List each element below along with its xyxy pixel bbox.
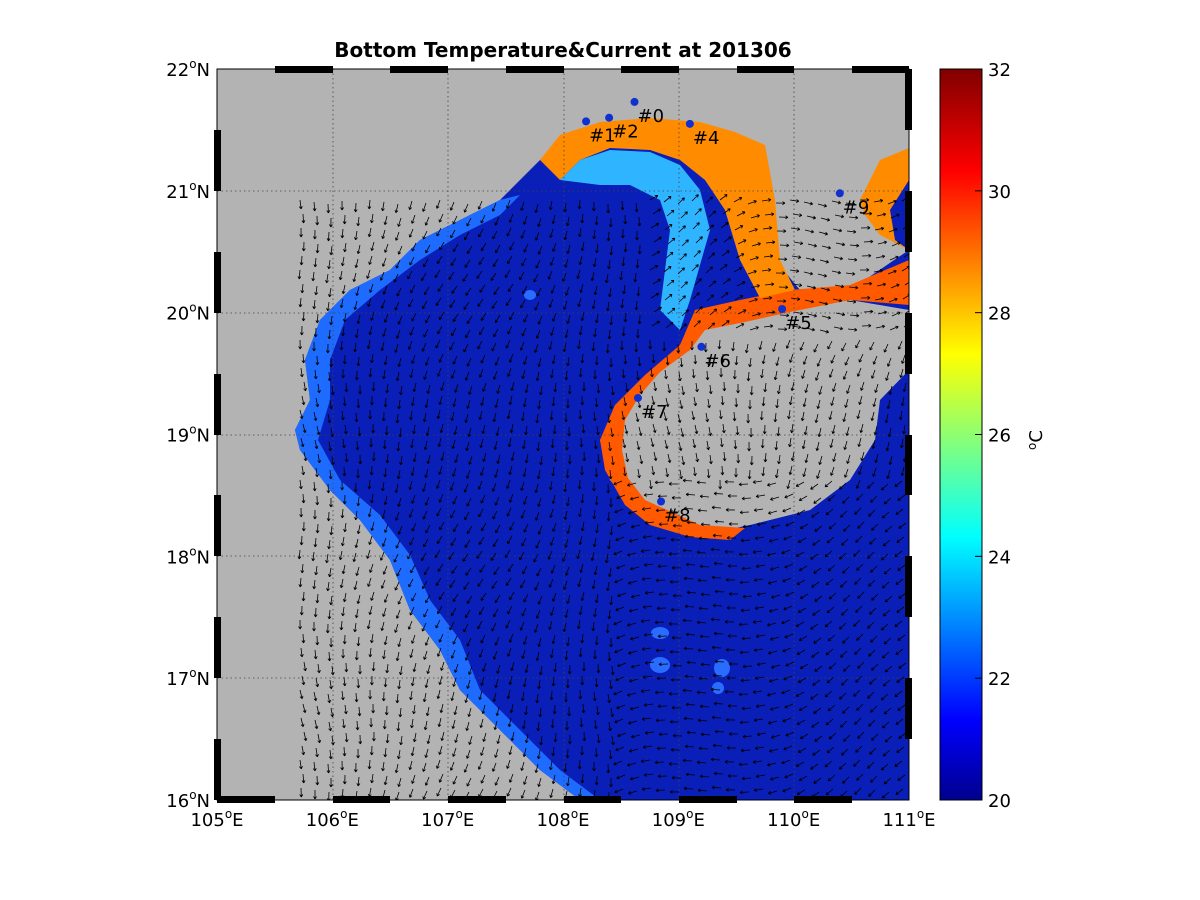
colorbar-tick-label: 28 [988, 304, 1011, 325]
x-tick-label: 105oE [190, 807, 243, 831]
warm-shelf-hainan [600, 260, 909, 540]
station-dot [778, 305, 787, 314]
station-label: #2 [612, 122, 639, 143]
colorbar-tick-label: 30 [988, 182, 1011, 203]
x-tick-label: 106oE [306, 807, 359, 831]
colorbar-unit: oC [1024, 420, 1054, 460]
x-tick-label: 107oE [421, 807, 474, 831]
x-tick-label: 109oE [652, 807, 705, 831]
cool-shelf-gulf [560, 150, 710, 330]
x-axis-ticks: 105oE 106oE 107oE 108oE 109oE 110oE 111oE [190, 807, 935, 831]
station-label: #1 [589, 125, 616, 146]
colorbar-tick-label: 26 [988, 426, 1011, 447]
y-tick-label: 20oN [166, 301, 210, 325]
station-label: #9 [843, 197, 870, 218]
station-markers: #0 #1#2 #4 #9 #5 #6 #7 #8 [582, 97, 870, 527]
station-dot [685, 119, 694, 128]
cold-pocket-east [890, 180, 909, 250]
station-dot [835, 189, 844, 198]
grid-lines [217, 69, 909, 800]
station-dot [697, 342, 706, 351]
station-dot [657, 497, 666, 506]
y-tick-label: 19oN [166, 423, 210, 447]
station-label: #5 [785, 313, 812, 334]
station-label: #8 [664, 506, 691, 527]
map-area: #0 #1#2 #4 #9 #5 #6 #7 #8 [217, 69, 909, 800]
x-tick-label: 108oE [536, 807, 589, 831]
warm-shelf-gulf-north [540, 118, 795, 298]
y-axis-ticks: 22oN 21oN 20oN 19oN 18oN 17oN 16oN [166, 57, 210, 812]
cool-coast-vietnam [295, 195, 600, 800]
colorbar-tick-label: 20 [988, 791, 1011, 812]
y-tick-label: 17oN [166, 666, 210, 690]
current-vectors [297, 194, 909, 800]
y-tick-label: 22oN [166, 57, 210, 81]
station-dot [633, 393, 642, 402]
station-label: #6 [704, 351, 731, 372]
y-tick-label: 18oN [166, 544, 210, 568]
station-label: #0 [638, 106, 665, 127]
colorbar-tick-label: 22 [988, 669, 1011, 690]
station-label: #4 [693, 128, 720, 149]
colorbar-tick-label: 32 [988, 60, 1011, 81]
x-tick-label: 110oE [767, 807, 820, 831]
y-tick-label: 21oN [166, 179, 210, 203]
station-dot [582, 117, 591, 126]
station-dot [605, 113, 614, 122]
station-label: #7 [641, 402, 668, 423]
svg-text:oC: oC [1025, 430, 1047, 450]
colorbar-tick-label: 24 [988, 547, 1011, 568]
y-tick-label: 16oN [166, 788, 210, 812]
station-dot [630, 97, 639, 106]
colorbar: 32 30 28 26 24 22 20 [939, 60, 1011, 812]
chart-title: Bottom Temperature&Current at 201306 [334, 38, 792, 62]
x-tick-label: 111oE [882, 807, 935, 831]
map-frame [214, 66, 912, 803]
